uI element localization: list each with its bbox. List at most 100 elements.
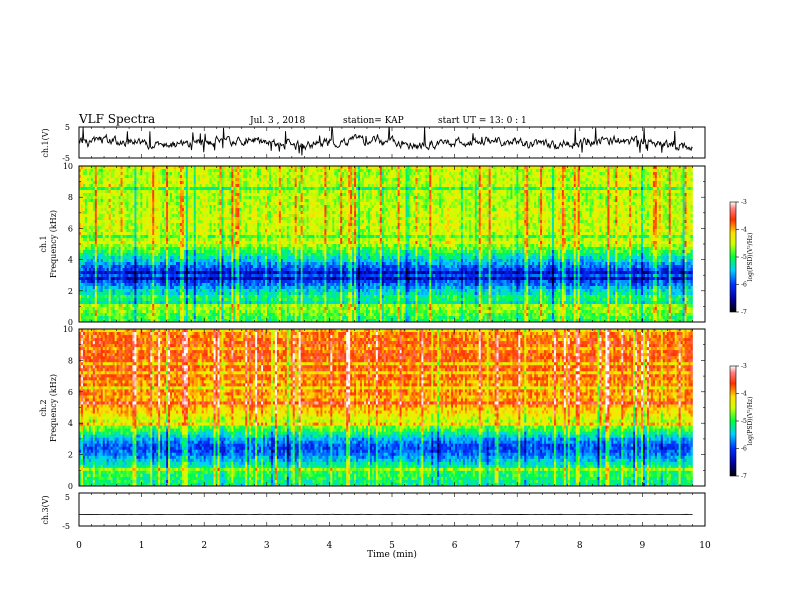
spectrogram-cell (156, 181, 159, 185)
spectrogram-cell (439, 178, 442, 182)
spectrogram-cell (421, 178, 424, 182)
spectrogram-cell (274, 175, 278, 179)
spectrogram-cell (593, 172, 596, 176)
spectrogram-cell (476, 169, 480, 173)
spectrogram-cell (569, 178, 573, 182)
spectrogram-cell (486, 169, 489, 173)
spectrogram-cell (532, 175, 535, 179)
spectrogram-cell (245, 166, 248, 170)
spectrogram-cell (656, 169, 660, 173)
spectrogram-cell (551, 172, 555, 176)
spectrogram-cell (270, 178, 274, 182)
spectrogram-cell (195, 169, 199, 173)
spectrogram-cell (690, 196, 693, 200)
spectrogram-cell (108, 175, 112, 179)
spectrogram-cell (322, 175, 325, 179)
spectrogram-cell (506, 169, 509, 173)
spectrogram-cell (175, 169, 179, 173)
spectrogram-cell (358, 175, 361, 179)
spectrogram-cell (593, 166, 596, 170)
spectrogram-cell (183, 169, 187, 173)
spectrogram-cell (193, 172, 197, 176)
spectrogram-cell (340, 175, 343, 179)
spectrogram-cell (563, 166, 567, 170)
spectrogram-cell (514, 169, 517, 173)
spectrogram-cell (453, 169, 456, 173)
spectrogram-cell (358, 178, 361, 182)
spectrogram-cell (595, 175, 598, 179)
spectrogram-cell (403, 178, 406, 182)
spectrogram-cell (148, 169, 151, 173)
spectrogram-cell (249, 178, 252, 182)
spectrogram-cell (104, 166, 108, 170)
spectrogram-cell (160, 181, 163, 185)
spectrogram-cell (195, 172, 199, 176)
spectrogram-cell (518, 172, 521, 176)
spectrogram-cell (579, 166, 583, 170)
spectrogram-cell (114, 175, 117, 179)
spectrogram-cell (609, 169, 612, 173)
spectrogram-cell (530, 172, 533, 176)
spectrogram-cell (619, 178, 622, 182)
spectrogram-cell (203, 178, 206, 182)
spectrogram-cell (437, 175, 440, 179)
spectrogram-cell (363, 166, 367, 170)
spectrogram-cell (183, 178, 187, 182)
spectrogram-cell (391, 172, 395, 176)
spectrogram-cell (82, 169, 86, 173)
spectrogram-cell (179, 166, 183, 170)
spectrogram-cell (397, 175, 400, 179)
spectrogram-cell (255, 175, 258, 179)
spectrogram-cell (98, 166, 102, 170)
spectrogram-cell (514, 166, 517, 170)
spectrogram-cell (284, 172, 288, 176)
spectrogram-cell (282, 178, 286, 182)
spectrogram-cell (484, 178, 488, 182)
spectrogram-cell (207, 169, 210, 173)
spectrogram-cell (666, 178, 670, 182)
spectrogram-cell (407, 172, 410, 176)
spectrogram-cell (288, 172, 292, 176)
spectrogram-cell (611, 169, 614, 173)
spectrogram-cell (310, 172, 313, 176)
spectrogram-cell (241, 166, 244, 170)
spectrogram-cell (80, 166, 84, 170)
spectrogram-cell (371, 172, 375, 176)
spectrogram-cell (492, 175, 495, 179)
spectrogram-cell (395, 172, 398, 176)
spectrogram-cell (183, 175, 187, 179)
spectrogram-cell (158, 175, 161, 179)
spectrogram-cell (466, 175, 470, 179)
spectrogram-cell (549, 175, 553, 179)
spectrogram-cell (110, 172, 113, 176)
spectrogram-cell (363, 169, 367, 173)
spectrogram-cell (506, 172, 509, 176)
spectrogram-cell (417, 172, 420, 176)
spectrogram-cell (348, 169, 351, 173)
spectrogram-cell (595, 178, 598, 182)
spectrogram-cell (555, 172, 559, 176)
spectrogram-cell (684, 166, 687, 170)
spectrogram-cell (688, 175, 691, 179)
spectrogram-cell (480, 169, 484, 173)
spectrogram-cell (631, 169, 634, 173)
spectrogram-cell (296, 175, 300, 179)
spectrogram-cell (92, 181, 96, 185)
spectrogram-cell (496, 172, 499, 176)
spectrogram-cell (209, 172, 212, 176)
spectrogram-cell (609, 166, 612, 170)
spectrogram-cell (328, 172, 331, 176)
spectrogram-cell (152, 166, 155, 170)
spectrogram-cell (267, 172, 270, 176)
spectrogram-cell (229, 172, 232, 176)
spectrogram-cell (166, 175, 169, 179)
spectrogram-cell (356, 172, 359, 176)
spectrogram-cell (399, 172, 402, 176)
spectrogram-cell (589, 175, 592, 179)
spectrogram-cell (104, 169, 108, 173)
spectrogram-cell (686, 175, 689, 179)
spectrogram-cell (354, 166, 357, 170)
spectrogram-cell (627, 175, 630, 179)
spectrogram-cell (152, 175, 155, 179)
spectrogram-cell (324, 172, 327, 176)
